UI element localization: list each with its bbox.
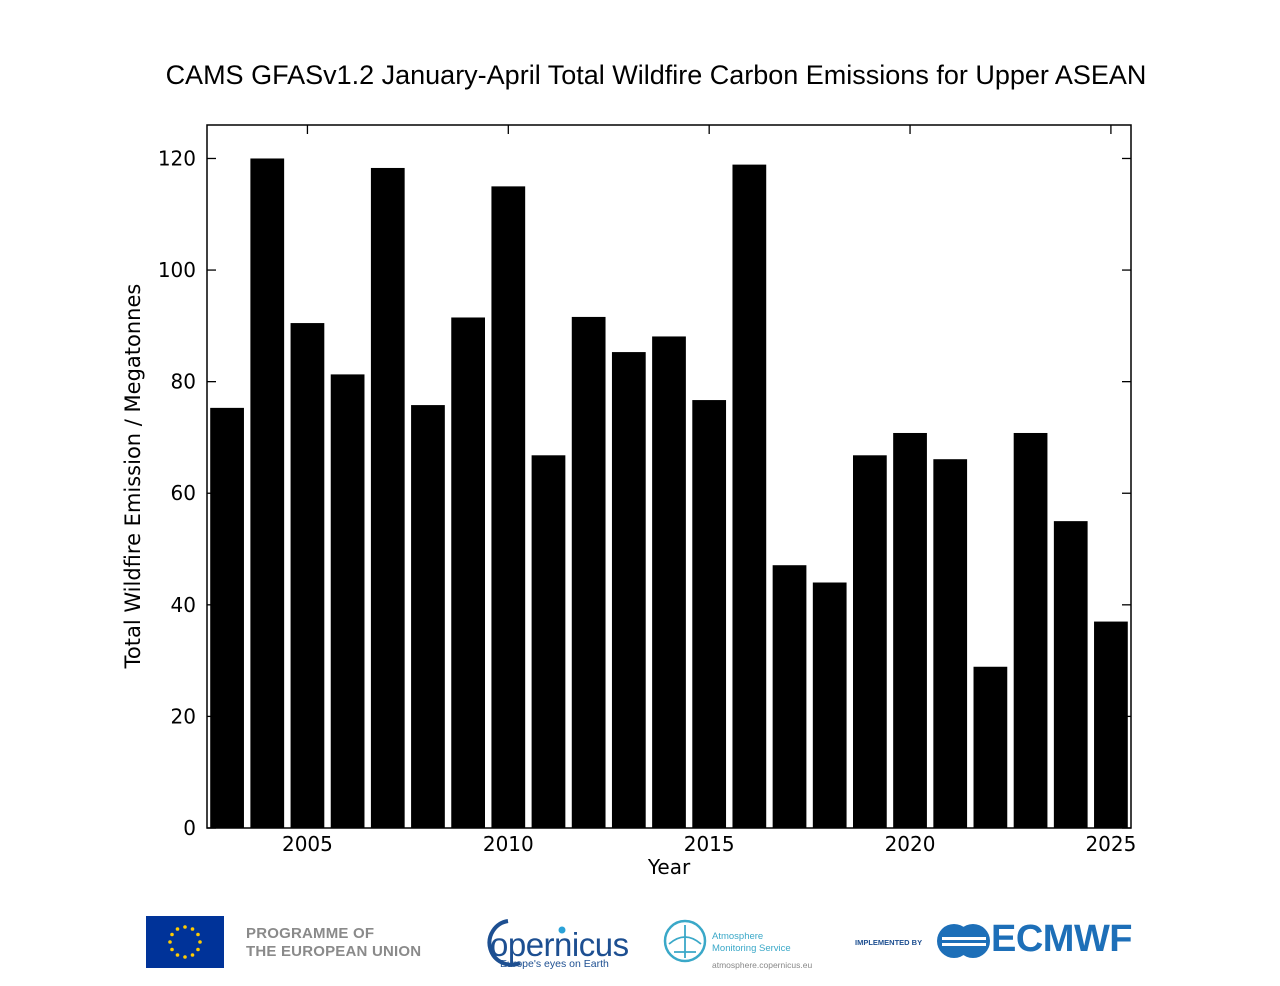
eu-star-icon (170, 932, 174, 937)
bar-2006 (330, 374, 365, 828)
chart-title: CAMS GFASv1.2 January-April Total Wildfi… (165, 60, 1147, 90)
bar-2009 (451, 317, 486, 828)
ams-url: atmosphere.copernicus.eu (712, 960, 813, 970)
ecmwf-wordmark: ECMWF (991, 918, 1133, 960)
eu-star-icon (168, 940, 172, 944)
x-tick-label-2010: 2010 (483, 832, 534, 856)
y-tick-label-20: 20 (171, 704, 196, 728)
x-axis-label: Year (647, 855, 691, 879)
eu-flag (146, 916, 224, 968)
bar-2008 (411, 405, 445, 828)
ams-globe-icon (663, 919, 707, 963)
eu-star-icon (183, 925, 187, 929)
eu-star-icon (170, 947, 174, 952)
eu-star-icon (190, 927, 195, 931)
bar-2024 (1053, 521, 1088, 828)
axes-layer: 0 20 40 60 80 100 120 2005 2010 2015 2020 2025 (158, 125, 1136, 856)
eu-star-icon (175, 927, 180, 931)
copernicus-wordmark: opernicus (490, 926, 629, 963)
eu-stars (168, 925, 202, 959)
ams-logo (663, 919, 707, 963)
copernicus-arc-icon (487, 919, 521, 967)
eu-star-icon (190, 953, 195, 957)
bar-2004 (250, 158, 285, 828)
eu-star-icon (196, 932, 200, 937)
bar-2010 (491, 186, 526, 828)
ams-globe-lines-icon (668, 925, 702, 958)
bar-2003 (210, 407, 244, 828)
bar-2016 (732, 164, 767, 828)
y-axis-label: Total Wildfire Emission / Megatonnes (121, 284, 145, 670)
x-tick-label-2005: 2005 (282, 832, 333, 856)
eu-star-icon (196, 947, 200, 952)
bar-2021 (933, 459, 968, 828)
y-tick-label-40: 40 (171, 593, 196, 617)
bar-2013 (611, 352, 646, 828)
eu-programme-line2: THE EUROPEAN UNION (246, 943, 422, 960)
eu-star-icon (198, 940, 202, 944)
bar-2023 (1013, 432, 1048, 828)
y-tick-label-80: 80 (171, 370, 196, 394)
bar-2022 (973, 666, 1008, 828)
ams-line2: Monitoring Service (712, 943, 791, 954)
eu-programme-line1: PROGRAMME OF (246, 925, 375, 942)
bar-2017 (772, 565, 807, 828)
ecmwf-stripe-icon-2 (942, 943, 986, 946)
plot-frame (206, 124, 1132, 829)
bar-2014 (652, 336, 686, 828)
ams-line1: Atmosphere (712, 931, 764, 942)
bar-2019 (852, 455, 887, 828)
ecmwf-stripe-icon (942, 937, 986, 940)
bar-2025 (1094, 621, 1128, 828)
bar-2020 (893, 432, 927, 828)
copernicus-logo (487, 919, 566, 967)
implemented-by-label: IMPLEMENTED BY (855, 938, 923, 947)
x-tick-label-2025: 2025 (1085, 832, 1136, 856)
y-tick-label-100: 100 (158, 258, 196, 282)
bar-2018 (812, 582, 847, 828)
bar-2011 (531, 455, 566, 828)
bar-2015 (692, 400, 727, 828)
bar-2007 (370, 167, 405, 828)
y-tick-label-120: 120 (158, 146, 196, 170)
ecmwf-logo (937, 924, 990, 958)
ecmwf-circle-icon-2 (956, 924, 990, 958)
x-tick-label-2015: 2015 (684, 832, 735, 856)
y-tick-label-0: 0 (183, 816, 196, 840)
eu-star-icon (175, 953, 180, 957)
copernicus-tagline: Europe's eyes on Earth (500, 958, 609, 970)
bar-2005 (290, 323, 325, 828)
eu-flag-logo (146, 916, 224, 968)
x-tick-label-2020: 2020 (885, 832, 936, 856)
eu-star-icon (183, 955, 187, 959)
y-tick-label-60: 60 (171, 481, 196, 505)
copernicus-dot-icon (558, 926, 566, 934)
bars-layer (210, 158, 1128, 828)
bar-2012 (571, 316, 606, 828)
